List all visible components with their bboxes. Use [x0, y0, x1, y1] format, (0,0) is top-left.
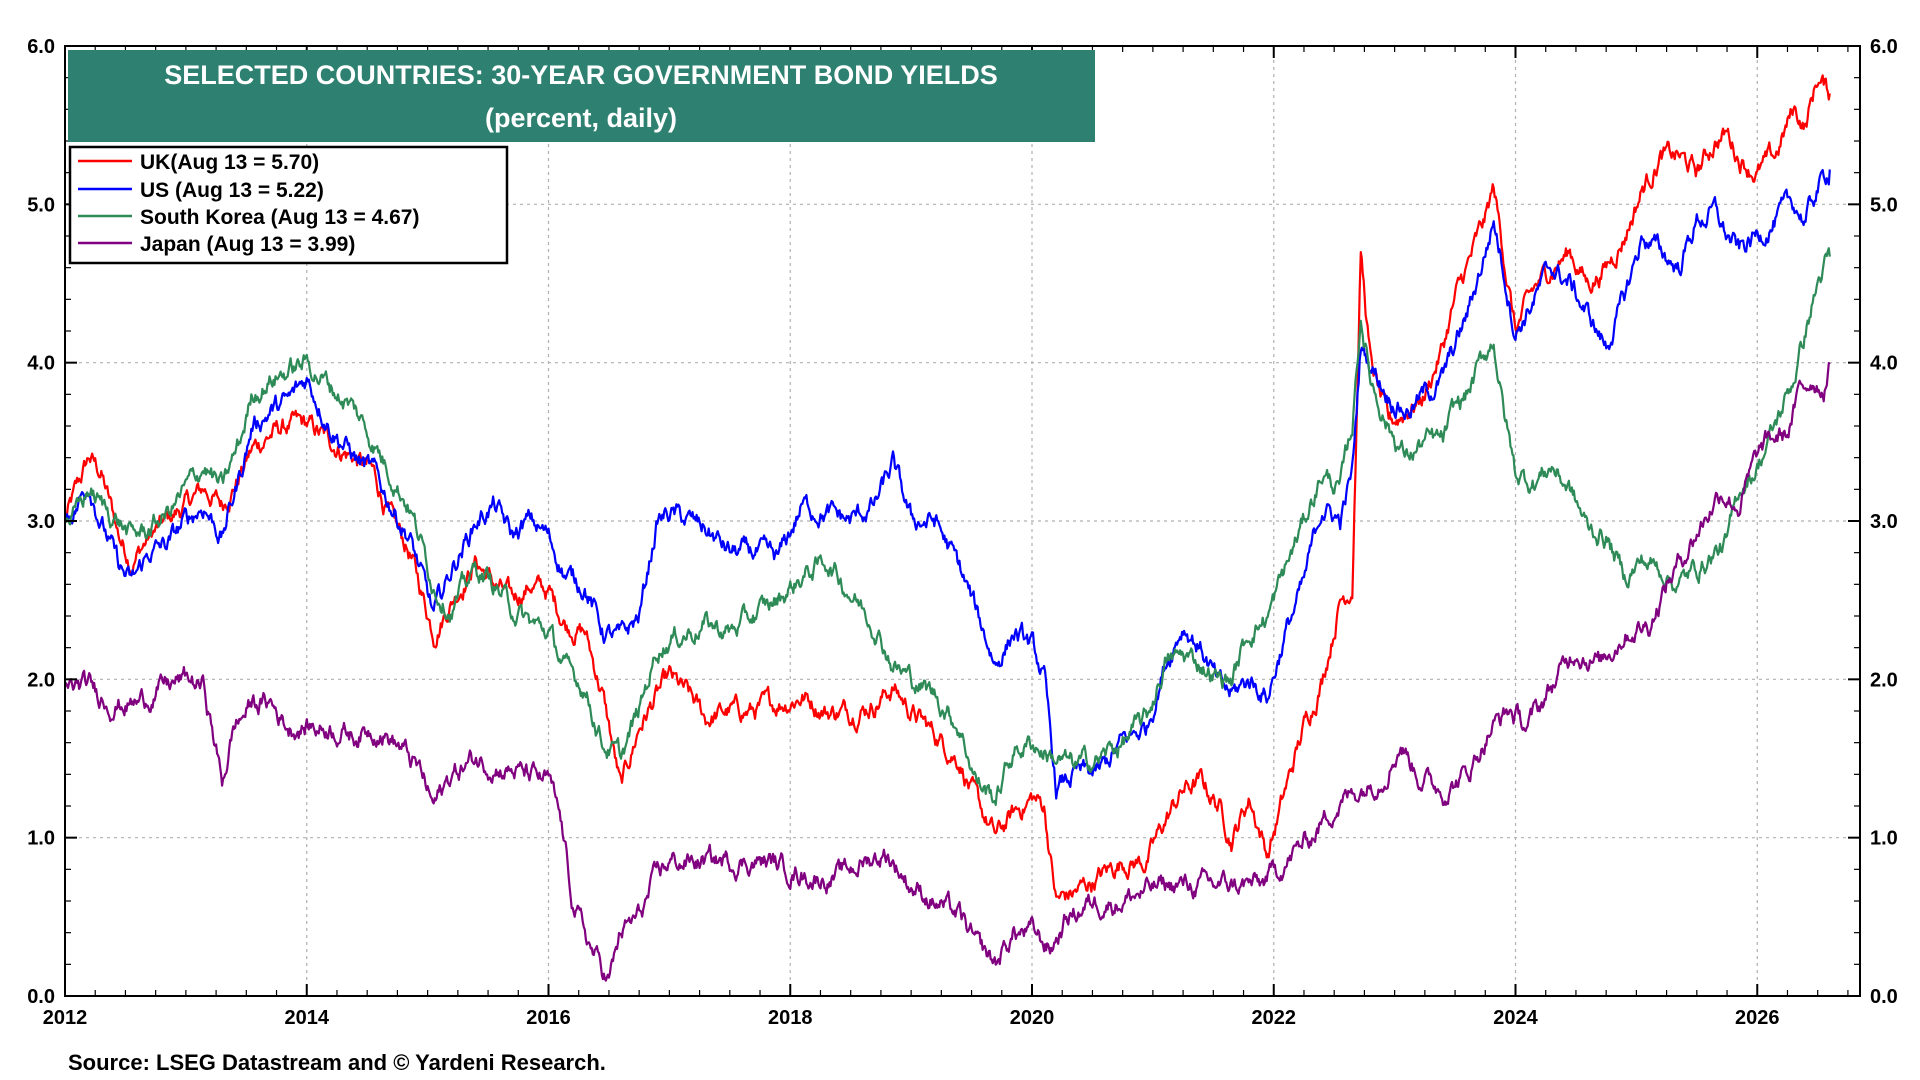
legend-box	[68, 145, 509, 265]
x-tick-label: 2022	[1252, 1007, 1297, 1029]
chart-title: SELECTED COUNTRIES: 30-YEAR GOVERNMENT B…	[164, 60, 998, 90]
series-line-uk	[64, 74, 1831, 901]
y-tick-label-right: 6.0	[1870, 36, 1898, 58]
y-tick-label-right: 1.0	[1870, 828, 1898, 850]
series-line-us	[63, 168, 1831, 800]
y-tick-label-right: 5.0	[1870, 194, 1898, 216]
x-tick-label: 2024	[1493, 1007, 1538, 1029]
y-tick-label-left: 3.0	[27, 511, 55, 533]
legend-label-uk: UK(Aug 13 = 5.70)	[140, 151, 319, 174]
y-tick-label-left: 5.0	[27, 194, 55, 216]
y-tick-label-left: 1.0	[27, 828, 55, 850]
y-tick-label-right: 0.0	[1870, 986, 1898, 1008]
y-tick-label-left: 2.0	[27, 669, 55, 691]
y-tick-label-right: 3.0	[1870, 511, 1898, 533]
x-tick-label: 2014	[285, 1007, 330, 1029]
x-tick-label: 2016	[526, 1007, 571, 1029]
legend-label-south-korea: South Korea (Aug 13 = 4.67)	[140, 206, 419, 229]
x-tick-label: 2018	[768, 1007, 813, 1029]
series-line-japan	[64, 362, 1831, 982]
legend: UK(Aug 13 = 5.70) US (Aug 13 = 5.22) Sou…	[68, 145, 509, 265]
y-tick-label-left: 6.0	[27, 36, 55, 58]
x-tick-label: 2012	[43, 1007, 88, 1029]
legend-label-us: US (Aug 13 = 5.22)	[140, 179, 324, 202]
x-tick-label: 2026	[1735, 1007, 1780, 1029]
source-note: Source: LSEG Datastream and © Yardeni Re…	[68, 1050, 606, 1075]
series-line-south-korea	[63, 247, 1831, 806]
legend-label-japan: Japan (Aug 13 = 3.99)	[140, 233, 355, 256]
y-tick-label-left: 0.0	[27, 986, 55, 1008]
y-tick-label-left: 4.0	[27, 353, 55, 375]
title-background	[68, 50, 1095, 142]
x-tick-label: 2020	[1010, 1007, 1055, 1029]
chart-subtitle: (percent, daily)	[485, 103, 677, 133]
y-tick-label-right: 4.0	[1870, 353, 1898, 375]
title-box: SELECTED COUNTRIES: 30-YEAR GOVERNMENT B…	[68, 50, 1095, 142]
series-lines	[63, 74, 1831, 982]
y-tick-label-right: 2.0	[1870, 669, 1898, 691]
axis-ticks: 0.0 0.0 1.0 1.0 2.0 2.0 3.0 3.0 4.0 4.0 5.0 5.0 6.0 6…	[27, 36, 1898, 1029]
